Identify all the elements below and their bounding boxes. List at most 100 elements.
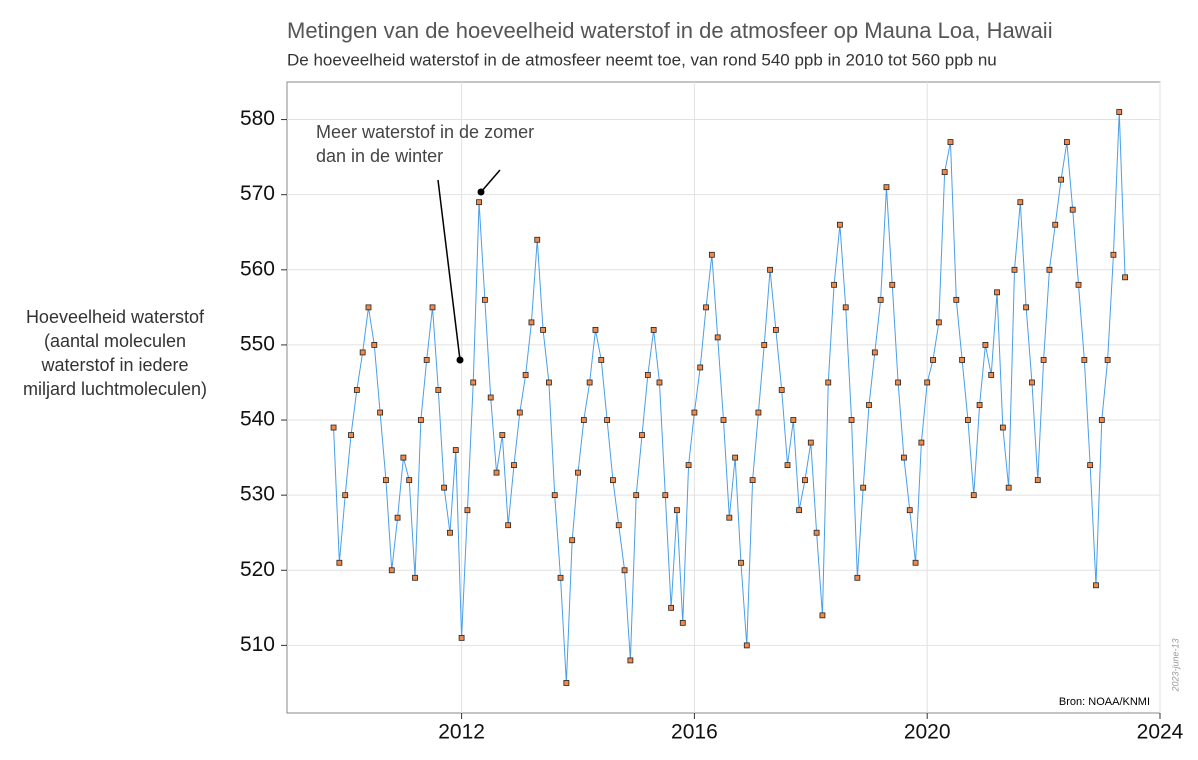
data-point — [586, 379, 593, 386]
data-point — [999, 424, 1006, 431]
data-point — [383, 477, 389, 484]
data-point — [359, 349, 366, 356]
data-point — [557, 574, 564, 581]
data-point — [941, 169, 948, 176]
source: Bron: NOAA/KNMI — [1059, 696, 1150, 708]
y-axis-label: Hoeveelheid waterstof — [26, 307, 205, 327]
y-tick-label: 530 — [240, 483, 275, 506]
data-point — [679, 619, 686, 626]
data-point — [982, 342, 989, 348]
annotation: dan in de winter — [316, 146, 443, 166]
chart-subtitle: De hoeveelheid waterstof in de atmosfeer… — [287, 50, 997, 69]
data-point — [749, 477, 756, 484]
data-point — [772, 326, 779, 333]
data-line — [333, 112, 1126, 683]
y-tick-label: 520 — [240, 558, 275, 581]
data-point — [691, 409, 698, 416]
data-point — [953, 296, 960, 303]
data-point — [831, 281, 837, 288]
data-point — [650, 326, 657, 333]
data-point — [580, 417, 587, 423]
data-point — [1052, 221, 1059, 228]
y-axis-label: waterstof in iedere — [40, 355, 188, 375]
x-tick-label: 2012 — [438, 721, 485, 744]
data-point — [767, 266, 773, 273]
data-point — [644, 372, 651, 378]
data-point — [598, 357, 605, 363]
data-point — [895, 379, 901, 386]
data-point — [738, 559, 744, 566]
data-point — [546, 379, 552, 386]
data-point — [476, 199, 482, 206]
data-point — [1046, 266, 1053, 273]
data-point — [697, 364, 704, 371]
data-point — [778, 387, 785, 393]
data-point — [592, 326, 599, 333]
y-axis-label: miljard luchtmoleculen) — [23, 379, 207, 399]
data-point — [336, 559, 343, 566]
data-point — [1110, 251, 1117, 258]
data-point — [604, 417, 610, 423]
x-tick-label: 2024 — [1137, 721, 1184, 744]
data-point — [662, 492, 669, 499]
data-point — [1029, 379, 1035, 386]
data-point — [755, 409, 762, 416]
data-point — [871, 349, 878, 356]
data-point — [621, 567, 628, 574]
data-point — [732, 454, 739, 461]
data-point — [1011, 266, 1018, 273]
data-point — [522, 372, 529, 378]
data-point — [499, 432, 506, 438]
data-point — [1058, 176, 1064, 183]
data-point — [400, 454, 407, 461]
x-tick-label: 2020 — [904, 721, 951, 744]
data-point — [551, 492, 558, 499]
data-point — [534, 236, 541, 243]
data-point — [511, 462, 517, 469]
data-point — [1087, 462, 1094, 469]
data-point — [394, 514, 401, 521]
data-point — [703, 304, 709, 311]
data-point — [825, 379, 832, 386]
data-point — [959, 357, 966, 363]
data-point — [1075, 281, 1082, 288]
y-tick-label: 540 — [240, 408, 275, 431]
data-point — [452, 447, 459, 453]
data-point — [935, 319, 942, 326]
data-point — [918, 439, 925, 446]
data-point — [330, 424, 337, 431]
data-point — [388, 567, 395, 574]
data-point — [947, 139, 954, 145]
data-point — [528, 319, 535, 326]
data-point — [685, 462, 692, 469]
data-point — [365, 304, 372, 311]
data-point — [924, 379, 931, 386]
data-point — [668, 604, 675, 611]
data-point — [1081, 357, 1088, 363]
data-point — [627, 657, 634, 664]
data-point — [854, 574, 861, 581]
data-point — [1063, 139, 1070, 145]
data-point — [406, 477, 413, 484]
data-point — [743, 642, 750, 649]
plot-frame — [286, 81, 1161, 714]
data-point — [866, 402, 872, 408]
data-point — [639, 432, 645, 438]
data-point — [877, 296, 884, 303]
data-point — [540, 326, 546, 333]
data-point — [901, 454, 907, 461]
y-axis-label: (aantal moleculen — [44, 331, 186, 351]
data-point — [796, 507, 803, 514]
data-point — [837, 221, 843, 228]
annotation-dot — [456, 356, 464, 364]
data-point — [842, 304, 849, 311]
data-point — [802, 477, 808, 484]
data-point — [848, 417, 855, 423]
data-point — [610, 477, 616, 484]
data-point — [761, 342, 768, 348]
data-point — [505, 522, 512, 529]
x-tick-label: 2016 — [671, 721, 718, 744]
data-point — [720, 417, 727, 423]
data-point — [1034, 477, 1041, 484]
